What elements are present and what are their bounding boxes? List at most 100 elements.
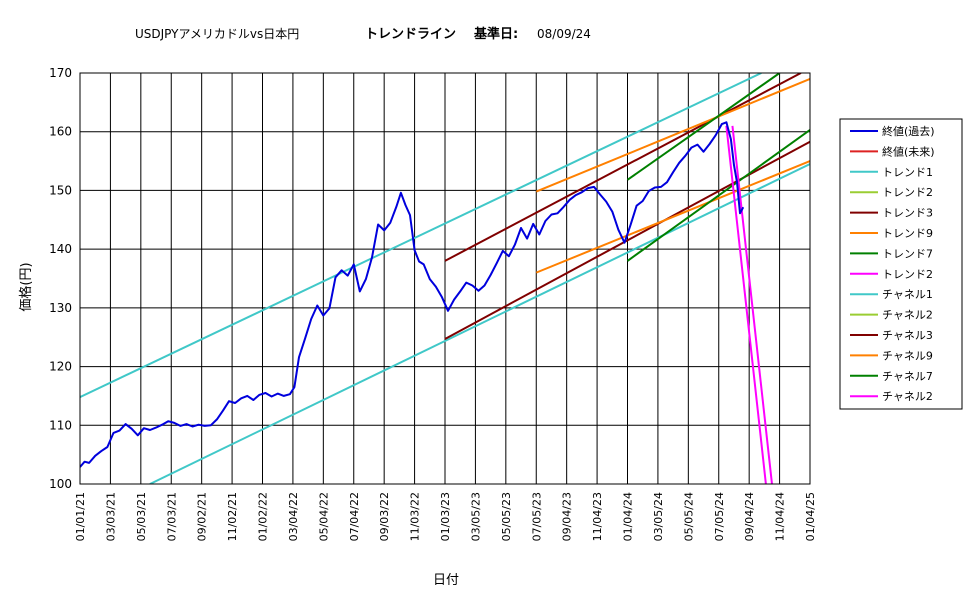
data-point xyxy=(179,425,181,427)
x-tick-label: 01/03/23 xyxy=(439,492,452,541)
x-tick-label: 09/04/24 xyxy=(743,492,756,541)
x-tick-label: 01/02/22 xyxy=(257,492,270,541)
data-point xyxy=(532,223,534,225)
x-tick-label: 05/05/23 xyxy=(500,492,513,541)
x-tick-label: 11/04/23 xyxy=(591,492,604,541)
x-tick-label: 03/03/21 xyxy=(104,492,117,541)
data-point xyxy=(730,138,732,140)
data-point xyxy=(149,429,151,431)
data-point xyxy=(520,227,522,229)
data-point xyxy=(137,434,139,436)
data-point xyxy=(544,220,547,222)
data-point xyxy=(234,402,236,404)
data-point xyxy=(289,393,291,395)
y-tick-label: 120 xyxy=(49,360,72,374)
data-point xyxy=(204,425,206,427)
data-point xyxy=(310,318,312,320)
data-point xyxy=(502,250,504,252)
data-point xyxy=(322,314,324,317)
data-point xyxy=(258,394,261,396)
data-point xyxy=(84,461,86,463)
data-point xyxy=(569,199,571,201)
data-point xyxy=(642,200,644,202)
data-point xyxy=(143,427,145,429)
data-point xyxy=(328,307,330,309)
data-point xyxy=(465,282,467,284)
legend-label: トレンド2 xyxy=(882,268,933,281)
x-axis-ticks: 01/01/21 03/03/21 05/03/21 07/03/21 09/02/21… xyxy=(74,492,817,541)
base-date-label: 基準日: xyxy=(473,26,518,42)
legend-label: トレンド2 xyxy=(882,186,933,199)
legend-items: 終値(過去) 終値(未来) トレンド1 トレンド2 トレンド3 トレンド9 トレンド7 トレン… xyxy=(850,124,935,403)
data-point xyxy=(400,192,402,194)
data-point xyxy=(341,269,343,271)
x-tick-label: 07/05/24 xyxy=(713,492,726,541)
data-point xyxy=(611,211,613,213)
chart-subtitle: トレンドライン xyxy=(365,27,456,42)
data-point xyxy=(508,255,510,257)
data-point xyxy=(678,162,680,164)
x-tick-label: 11/02/21 xyxy=(226,492,239,541)
data-point xyxy=(733,164,735,166)
data-point xyxy=(447,310,449,312)
series-line-チャネル1 xyxy=(80,73,762,399)
data-point xyxy=(293,386,295,388)
data-point xyxy=(316,304,318,307)
data-point xyxy=(696,144,699,146)
series-line-トレンド1 xyxy=(149,163,810,484)
data-point xyxy=(423,263,425,265)
series-close-price xyxy=(80,121,744,468)
data-point xyxy=(514,243,516,245)
data-point xyxy=(185,423,188,425)
data-point xyxy=(112,432,115,434)
x-tick-label: 07/03/21 xyxy=(165,492,178,541)
data-point xyxy=(383,229,385,231)
data-point xyxy=(599,193,601,196)
data-point xyxy=(477,290,480,292)
data-point xyxy=(563,206,565,208)
series-line-チャネル2 xyxy=(731,125,773,484)
x-tick-label: 07/05/23 xyxy=(530,492,543,541)
data-point xyxy=(435,286,437,288)
legend-label: チャネル3 xyxy=(882,329,933,342)
data-point xyxy=(88,462,90,464)
x-tick-label: 05/04/22 xyxy=(317,492,330,541)
data-point xyxy=(490,274,492,276)
data-point xyxy=(100,450,102,452)
base-date-value: 08/09/24 xyxy=(537,27,591,41)
data-point xyxy=(155,427,157,429)
data-point xyxy=(526,238,528,240)
data-point xyxy=(210,424,212,426)
x-tick-label: 05/05/24 xyxy=(682,492,695,541)
y-tick-label: 170 xyxy=(49,66,72,80)
data-point xyxy=(556,212,559,214)
data-point xyxy=(395,206,397,208)
data-point xyxy=(173,422,175,424)
data-point xyxy=(94,455,96,457)
data-point xyxy=(660,186,662,188)
data-point xyxy=(353,263,355,265)
legend-label: チャネル2 xyxy=(882,390,933,403)
series-line-チャネル9 xyxy=(535,77,810,193)
data-point xyxy=(690,147,693,149)
data-point xyxy=(453,299,455,301)
data-point xyxy=(377,223,379,226)
data-point xyxy=(277,393,279,395)
data-point xyxy=(471,284,473,287)
data-point xyxy=(125,423,127,425)
data-point xyxy=(252,399,254,401)
data-point xyxy=(648,190,650,192)
data-point xyxy=(161,424,163,426)
data-point xyxy=(629,224,632,226)
data-point xyxy=(575,194,577,196)
data-point xyxy=(304,337,306,339)
x-tick-label: 01/04/25 xyxy=(804,492,817,541)
chart-title: USDJPYアメリカドルvs日本円 xyxy=(135,27,299,41)
x-tick-label: 09/04/23 xyxy=(561,492,574,541)
data-point xyxy=(409,214,411,216)
data-point xyxy=(283,395,285,397)
data-point xyxy=(550,213,553,216)
data-point xyxy=(240,397,242,399)
y-tick-label: 160 xyxy=(49,125,72,139)
